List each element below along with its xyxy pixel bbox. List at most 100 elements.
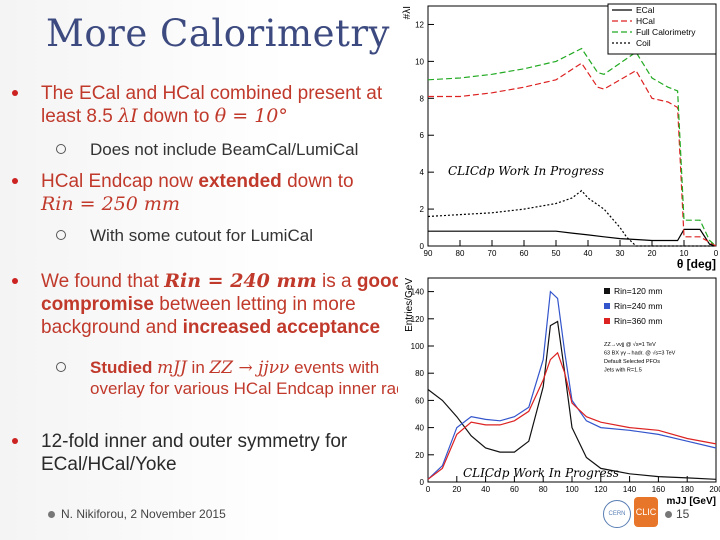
bullet-3-text-3: background and	[41, 317, 183, 338]
clic-logo: CLIC	[634, 497, 658, 527]
y-tick-label: 140	[411, 288, 425, 297]
footer: N. Nikiforou, 2 November 2015	[48, 507, 226, 521]
y-tick-label: 12	[415, 20, 424, 29]
legend-note: 63 BX γγ→hadr. @ √s=3 TeV	[604, 350, 676, 357]
bullet-3-line-3: background and increased acceptance	[41, 316, 380, 339]
bullet-1-text-mid: down to	[137, 106, 215, 127]
sub-bullet-3-process: ZZ → jjνν	[209, 358, 290, 378]
y-tick-label: 20	[415, 451, 424, 460]
y-tick-label: 0	[420, 242, 425, 251]
x-tick-label: 200	[709, 485, 720, 494]
bullet-4-line-2: ECal/HCal/Yoke	[41, 454, 177, 475]
plot-frame	[427, 277, 717, 483]
sub-bullet-3-studied: Studied	[90, 358, 158, 377]
bullet-1-lambda: λI	[118, 105, 138, 127]
sub-bullet-circle-icon	[56, 230, 66, 240]
bullet-3-rin: Rin = 240 mm	[164, 270, 317, 292]
bullet-1-text: least 8.5	[41, 106, 119, 127]
page-dot-icon	[665, 511, 672, 519]
bullet-dot-icon	[12, 90, 18, 96]
sub-bullet-3-mjj: mJJ	[157, 358, 187, 378]
x-tick-label: 80	[539, 485, 548, 494]
bullet-3-compromise: compromise	[41, 294, 154, 315]
legend-note: Default Selected PFOs	[604, 359, 660, 365]
x-axis-label: mJJ [GeV]	[667, 496, 716, 507]
sub-bullet-circle-icon	[56, 144, 66, 154]
x-tick-label: 120	[594, 485, 608, 494]
x-tick-label: 100	[565, 485, 579, 494]
y-tick-label: 120	[411, 315, 425, 324]
y-tick-label: 80	[415, 369, 424, 378]
page-number-text: 15	[676, 507, 690, 521]
bullet-3-text: We found that	[41, 271, 165, 292]
page-number: 15	[665, 507, 689, 521]
watermark-top: CLICdp Work In Progress	[448, 164, 604, 178]
bullet-2-line-1: HCal Endcap now extended down to	[41, 170, 354, 193]
y-tick-label: 8	[420, 94, 425, 103]
x-tick-label: 10	[680, 249, 689, 258]
x-tick-label: 0	[426, 485, 431, 494]
sub-bullet-circle-icon	[56, 362, 66, 372]
legend-marker	[604, 303, 610, 309]
bullet-3-acceptance: increased acceptance	[182, 317, 381, 338]
bullet-3-line-2: compromise between letting in more	[41, 293, 356, 316]
bullet-dot-icon	[12, 178, 18, 184]
x-tick-label: 60	[510, 485, 519, 494]
x-tick-label: 80	[456, 249, 465, 258]
series-line-rin-240-mm	[427, 290, 717, 480]
bullet-dot-icon	[12, 438, 18, 444]
series-line-ecal	[428, 228, 717, 247]
x-axis-label: θ [deg]	[677, 257, 716, 271]
bullet-1-line-1: The ECal and HCal combined present at	[41, 83, 383, 104]
x-tick-label: 40	[481, 485, 490, 494]
slide-title: More Calorimetry	[46, 12, 390, 55]
bullet-3-good: good	[356, 271, 404, 292]
footer-dot-icon	[48, 511, 55, 519]
mjj-distribution-plot: 0 20 40 60 80 100 120 140 0 20 40 60 80 100 120 140 160 1…	[398, 272, 720, 512]
y-axis-label: Entries/GeV	[404, 278, 415, 332]
bullet-1-line-2: least 8.5 λI down to θ = 10°	[41, 105, 288, 128]
series-line-rin-120-mm	[427, 320, 717, 480]
cern-logo: CERN	[603, 500, 631, 528]
y-tick-label: 60	[415, 396, 424, 405]
x-tick-label: 20	[648, 249, 657, 258]
series-line-hcal	[428, 62, 717, 247]
y-tick-label: 6	[420, 131, 425, 140]
y-tick-label: 10	[415, 57, 424, 66]
y-axis-label: #λI	[402, 6, 413, 19]
sub-bullet-2-text: With some cutout for LumiCal	[90, 226, 313, 245]
y-tick-label: 100	[411, 342, 425, 351]
sub-bullet-1-text: Does not include BeamCal/LumiCal	[90, 140, 359, 159]
sub-bullet-3-text-post: events with	[289, 358, 380, 377]
legend-label: Rin=120 mm	[614, 286, 662, 296]
x-tick-label: 50	[552, 249, 561, 258]
legend-box	[607, 3, 717, 55]
bullet-3-line-1: We found that Rin = 240 mm is a good	[41, 270, 403, 293]
x-tick-label: 60	[520, 249, 529, 258]
bullet-2-text: HCal Endcap now	[41, 171, 199, 192]
x-tick-label: 140	[623, 485, 637, 494]
y-tick-label: 4	[420, 168, 425, 177]
y-tick-label: 40	[415, 424, 424, 433]
legend-label: ECal	[636, 5, 655, 15]
legend-label: HCal	[636, 16, 655, 26]
sub-bullet-3-line-1: Studied mJJ in ZZ → jjνν events with	[90, 356, 379, 380]
legend-marker	[604, 318, 610, 324]
footer-text: N. Nikiforou, 2 November 2015	[61, 507, 226, 521]
y-tick-label: 2	[420, 205, 425, 214]
legend-label: Rin=360 mm	[614, 316, 662, 326]
y-tick-label: 0	[420, 478, 425, 487]
bullet-2-bold: extended	[198, 171, 282, 192]
bullet-2-rin: Rin = 250 mm	[41, 193, 180, 215]
x-tick-label: 90	[424, 249, 433, 258]
x-tick-label: 70	[488, 249, 497, 258]
bullet-4-line-1: 12-fold inner and outer symmetry for	[41, 431, 348, 452]
x-tick-label: 30	[616, 249, 625, 258]
series-line-full-calorimetry	[427, 47, 717, 247]
x-tick-label: 20	[452, 485, 461, 494]
legend-label: Rin=240 mm	[614, 301, 662, 311]
bullet-3-text-2: between letting in more	[153, 294, 356, 315]
x-tick-label: 40	[584, 249, 593, 258]
bullet-2-text-post: down to	[281, 171, 354, 192]
